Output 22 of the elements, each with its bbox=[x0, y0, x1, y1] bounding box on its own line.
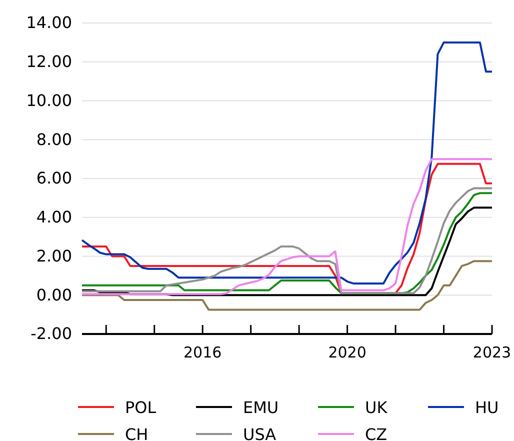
y-tick-label: 12.00 bbox=[26, 52, 72, 71]
legend-label: CH bbox=[125, 425, 148, 441]
legend-label: POL bbox=[125, 398, 156, 417]
y-tick-label: 8.00 bbox=[36, 130, 72, 149]
x-tick-label: 2020 bbox=[328, 344, 366, 362]
y-tick-label: 2.00 bbox=[36, 246, 72, 266]
line-series bbox=[81, 260, 493, 311]
y-tick-label: 6.00 bbox=[36, 168, 72, 188]
legend-label: CZ bbox=[365, 425, 388, 441]
legend-label: EMU bbox=[243, 398, 279, 417]
legend-label: UK bbox=[365, 398, 388, 417]
line-series bbox=[81, 41, 493, 284]
x-tick-label: 2016 bbox=[183, 344, 222, 362]
y-tick-label: 4.00 bbox=[36, 207, 72, 226]
x-tick-label: 2023 bbox=[472, 344, 512, 362]
legend-label: USA bbox=[243, 425, 276, 441]
legend-label: HU bbox=[475, 398, 499, 417]
y-tick-label: 0.00 bbox=[36, 285, 72, 304]
y-tick-label: 14.00 bbox=[26, 13, 72, 32]
line-series bbox=[81, 206, 493, 296]
y-tick-label: 10.00 bbox=[26, 90, 72, 110]
y-tick-label: -2.00 bbox=[30, 324, 72, 344]
